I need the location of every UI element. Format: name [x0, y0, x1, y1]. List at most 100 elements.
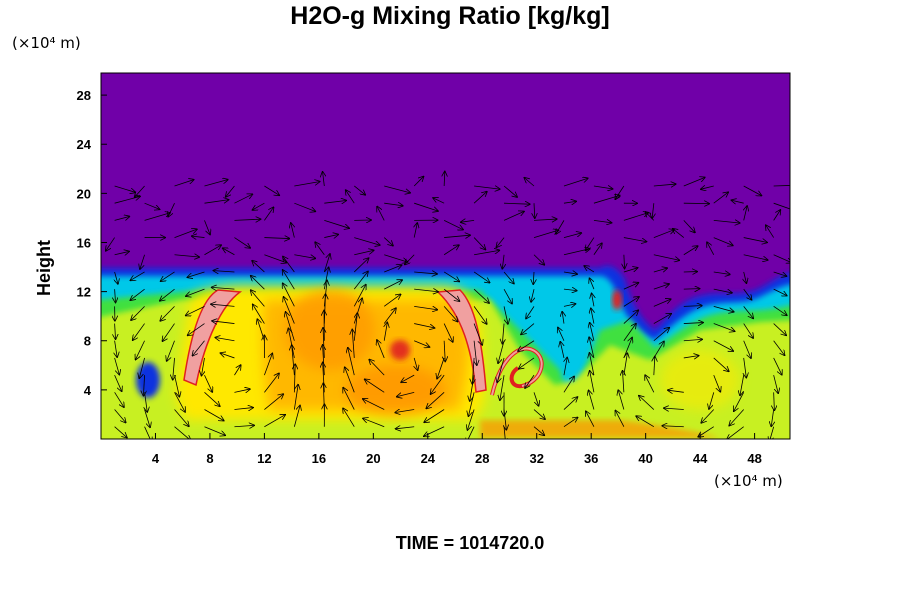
x-tick-label: 40: [638, 451, 652, 466]
wind-vector: [160, 288, 175, 301]
wind-vector: [556, 220, 565, 233]
wind-vector: [353, 272, 368, 290]
wind-vector: [204, 200, 228, 204]
wind-vector: [193, 340, 205, 356]
wind-vector: [653, 284, 669, 290]
wind-vector: [683, 220, 695, 232]
wind-vector: [221, 353, 235, 359]
wind-vector: [143, 375, 144, 395]
wind-vector: [324, 200, 346, 203]
wind-vector: [443, 323, 453, 342]
wind-vector: [593, 243, 602, 255]
wind-vector: [204, 245, 220, 256]
wind-vector: [623, 268, 638, 273]
wind-vector: [188, 323, 205, 336]
wind-vector: [474, 340, 477, 365]
wind-vector: [653, 314, 671, 324]
wind-vector: [533, 392, 539, 405]
wind-vector: [743, 306, 753, 318]
wind-vector: [286, 312, 295, 341]
wind-vector: [683, 339, 702, 340]
wind-vector: [473, 288, 489, 303]
wind-vector: [348, 348, 355, 376]
wind-vector: [586, 237, 595, 251]
wind-vector: [131, 306, 145, 320]
wind-vector: [414, 272, 437, 274]
wind-vector: [264, 207, 273, 221]
wind-vector: [395, 410, 415, 413]
wind-vector: [253, 202, 265, 210]
wind-vector: [167, 340, 175, 361]
wind-vector: [174, 409, 189, 427]
wind-vector: [473, 271, 489, 283]
wind-vector: [701, 186, 714, 189]
wind-vector: [444, 340, 445, 362]
wind-vector: [502, 254, 504, 269]
wind-vector: [623, 297, 639, 307]
wind-vector: [397, 391, 415, 396]
wind-vector: [645, 375, 655, 393]
wind-vector: [283, 283, 295, 307]
plot-frame: [100, 72, 791, 440]
wind-vector: [401, 374, 415, 382]
wind-vector: [431, 374, 445, 394]
wind-vector: [383, 237, 393, 246]
wind-vector: [383, 294, 400, 307]
wind-vector: [343, 408, 355, 427]
wind-vector: [593, 220, 611, 222]
y-axis: 4 8 12 16 20 24 28: [77, 88, 107, 398]
wind-vector: [294, 182, 319, 187]
wind-vector: [223, 248, 235, 256]
wind-vector: [294, 364, 295, 393]
wind-vector: [294, 254, 315, 259]
wind-vector: [773, 357, 782, 375]
wind-vector: [773, 202, 790, 210]
wind-vector: [284, 297, 295, 324]
wind-vector: [683, 246, 698, 256]
wind-vector: [590, 278, 595, 290]
wind-vector: [162, 323, 175, 341]
wind-vector: [363, 418, 385, 428]
wind-vector: [623, 371, 624, 393]
wind-vector: [713, 340, 733, 351]
wind-vector: [288, 329, 295, 359]
wind-vector: [683, 323, 703, 324]
wind-vector: [474, 250, 499, 256]
wind-vector: [323, 363, 325, 393]
wind-vector: [354, 250, 373, 256]
wind-vector: [114, 251, 129, 254]
wind-vector: [135, 185, 145, 197]
wind-vector: [503, 212, 524, 221]
wind-vector: [533, 254, 544, 265]
x-tick-label: 36: [584, 451, 598, 466]
wind-vector: [144, 213, 170, 221]
wind-vector: [345, 367, 355, 393]
core-orange-1: [285, 290, 375, 370]
wind-vector: [474, 186, 500, 189]
wind-vector: [732, 200, 744, 203]
y-tick-label: 28: [77, 88, 91, 103]
wind-vector: [713, 192, 728, 204]
wind-vector: [174, 426, 191, 439]
wind-vector: [624, 254, 625, 269]
x-axis: 4 8 12 16 20 24 28 32 36 40 44 48: [152, 433, 762, 466]
y-axis-unit-label: (×10⁴ m): [12, 34, 81, 52]
wind-vector: [652, 203, 654, 218]
wind-vector: [673, 229, 685, 238]
wind-vector: [293, 406, 300, 427]
wind-vector: [533, 409, 545, 420]
wind-vector: [713, 305, 734, 311]
wind-vector: [563, 289, 577, 290]
wind-vector: [773, 254, 790, 263]
x-tick-label: 48: [747, 451, 761, 466]
wind-vector: [497, 357, 505, 382]
plume-left: [183, 289, 243, 387]
wind-vector: [473, 306, 487, 323]
wind-vector: [503, 306, 508, 323]
wind-vector: [251, 290, 265, 307]
wind-vector: [664, 408, 684, 409]
core-orange-2: [345, 365, 445, 415]
wind-vector: [683, 306, 702, 307]
wind-vector: [264, 354, 272, 376]
wind-vector: [590, 371, 595, 393]
